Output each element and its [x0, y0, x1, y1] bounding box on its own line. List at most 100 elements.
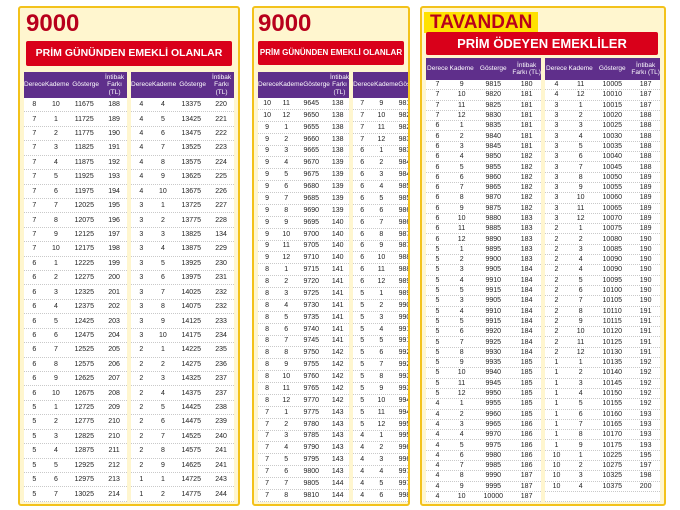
header-kademe: Kademe [151, 81, 177, 89]
table-cell: 5 [53, 461, 58, 469]
table-cell: 9860 [485, 173, 502, 181]
table-cell: 6 [160, 130, 165, 138]
table-cell: 10040 [602, 153, 622, 161]
table-cell: 7 [360, 123, 365, 131]
table-body: 4 11 10005 187 4 12 10010 187 3 1 10015 187 3 2 10020 1… [545, 80, 660, 503]
table-cell: 187 [639, 101, 652, 109]
table-row: 7 2 9780 143 [258, 419, 350, 431]
table-cell: 1 [554, 420, 559, 428]
table-cell: 10080 [602, 235, 622, 243]
table-row: 529900146 [353, 300, 408, 312]
table-row: 429960148 [353, 442, 410, 455]
table-cell: 2 [459, 132, 464, 140]
table-cell: 3 [139, 245, 144, 253]
table-cell: 193 [639, 441, 652, 449]
table-cell: 191 [639, 307, 652, 315]
table-cell: 195 [108, 202, 120, 210]
table-cell: 9920 [398, 349, 410, 357]
table-cell: 9930 [398, 373, 410, 381]
table-cell: 3 [554, 101, 559, 109]
table-cell: 4 [360, 432, 365, 440]
table-cell: 7 [160, 432, 165, 440]
table-row: 7 7 9805 144 [258, 478, 350, 490]
table-cell: 1 [554, 400, 559, 408]
table-cell: 5 [360, 325, 365, 333]
table-cell: 8 [32, 101, 37, 109]
table-row: 629840145 [353, 157, 408, 170]
table-cell: 5 [160, 259, 165, 267]
table-cell: 1 [160, 346, 165, 354]
table-cell: 222 [215, 130, 227, 138]
table-cell: 210 [108, 432, 120, 440]
table-cell: 140 [331, 230, 344, 238]
table-cell: 142 [331, 384, 344, 392]
table-cell: 186 [520, 441, 533, 449]
table-cell: 9 [265, 230, 270, 238]
table-cell: 3 [53, 432, 58, 440]
table-row: 6 10 12675 208 [24, 386, 127, 401]
table-cell: 10 [576, 194, 585, 202]
table-cell: 238 [215, 404, 227, 412]
table-cell: 9 [265, 194, 270, 202]
table-cell: 7 [32, 158, 37, 166]
table-cell: 197 [639, 462, 652, 470]
table-cell: 2 [139, 389, 144, 397]
table-row: 5 5 9915 184 [426, 286, 541, 297]
table-cell: 4 [53, 158, 58, 166]
table-cell: 139 [331, 206, 344, 214]
table-columns: Derece Kademe Gösterge İntibak Farkı (TL) 10… [258, 72, 408, 502]
table-cell: 9 [459, 204, 464, 212]
table-row: 5 1 12725 209 [24, 401, 127, 416]
table-row: 5 9 9935 185 [426, 358, 541, 369]
table-row: 2 4 10090 190 [545, 255, 660, 266]
table-cell: 203 [108, 317, 120, 325]
table-row: 7 6 9800 143 [258, 466, 350, 478]
table-cell: 5 [360, 396, 365, 404]
table-cell: 11875 [74, 158, 94, 166]
table-row: 5 2 12775 210 [24, 415, 127, 430]
table-cell: 9925 [398, 361, 410, 369]
table-row: 5 2 9900 183 [426, 255, 541, 266]
table-cell: 1 [554, 431, 559, 439]
table-cell: 5 [379, 337, 384, 345]
table-cell: 1 [578, 101, 583, 109]
table-cell: 9910 [485, 307, 502, 315]
table-cell: 6 [360, 218, 365, 226]
table-cell: 9960 [485, 410, 502, 418]
table-cell: 9715 [303, 266, 320, 274]
table-row: 3 6 10040 188 [545, 152, 660, 163]
table-cell: 138 [331, 123, 344, 131]
table-cell: 9975 [398, 479, 410, 487]
table-cell: 13975 [181, 274, 201, 282]
table-cell: 2 [554, 338, 559, 346]
table-cell: 5 [435, 379, 440, 387]
table-cell: 210 [108, 418, 120, 426]
table-cell: 9940 [398, 396, 410, 404]
table-cell: 6 [435, 194, 440, 202]
table-cell: 9915 [485, 317, 502, 325]
table-row: 6 3 9845 181 [426, 142, 541, 153]
table-cell: 9690 [303, 206, 320, 214]
table-cell: 4 [53, 303, 58, 311]
table-cell: 2 [554, 328, 559, 336]
table-cell: 7 [32, 245, 37, 253]
table-row: 4 6 13475 222 [131, 127, 234, 142]
table-cell: 190 [108, 130, 120, 138]
table-cell: 185 [520, 369, 533, 377]
table-cell: 5 [284, 313, 289, 321]
table-cell: 5 [435, 276, 440, 284]
table-cell: 5 [459, 287, 464, 295]
table-cell: 9955 [485, 400, 502, 408]
table-cell: 9960 [398, 444, 410, 452]
header-kademe: Kademe [374, 81, 399, 89]
table-cell: 10 [552, 462, 561, 470]
table-row: 3 2 13775 228 [131, 213, 234, 228]
table-cell: 6 [379, 349, 384, 357]
table-cell: 4 [435, 420, 440, 428]
panel-title: PRİM ÖDEYEN EMEKLİLER [426, 32, 658, 55]
table-cell: 184 [520, 287, 533, 295]
table-cell: 190 [639, 276, 652, 284]
table-cell: 6 [435, 173, 440, 181]
table-cell: 2 [160, 360, 165, 368]
table-row: 3 1 13725 227 [131, 199, 234, 214]
